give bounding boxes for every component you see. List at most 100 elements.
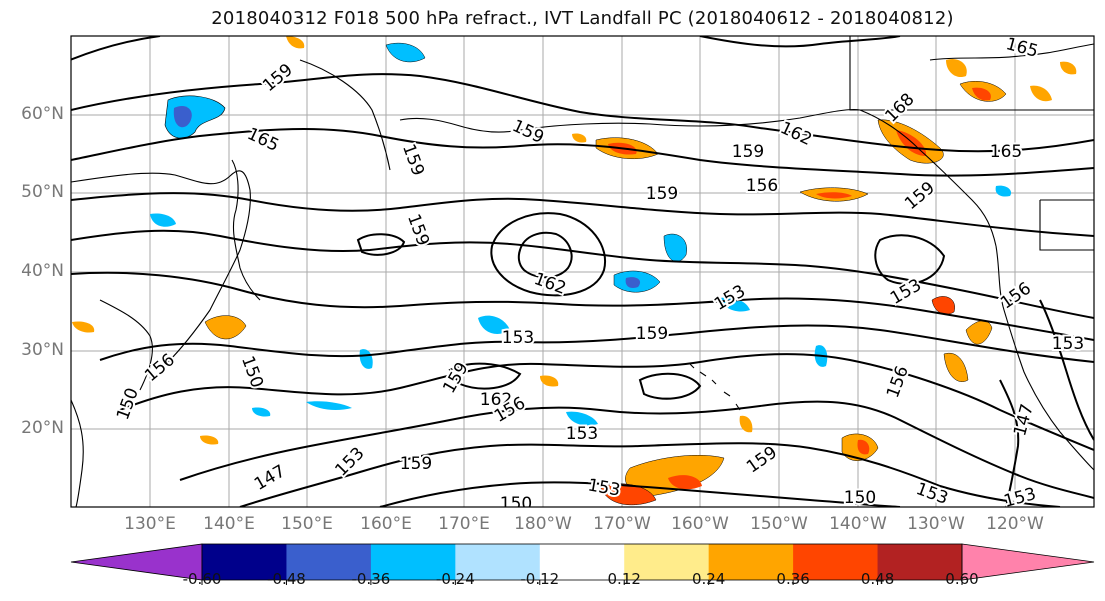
- positive-patch: [972, 87, 991, 101]
- negative-patch: [995, 185, 1012, 197]
- contour-label: 162: [480, 390, 512, 410]
- colorbar-segment: [370, 544, 456, 580]
- contour-label: 150: [500, 494, 532, 514]
- map-frame: [70, 35, 1095, 508]
- colorbar: [70, 543, 1095, 585]
- colorbar-tick-label: 0.60: [945, 570, 979, 588]
- negative-patch: [478, 315, 510, 334]
- contour-line: [71, 271, 1094, 341]
- longitude-label: 160°E: [360, 514, 412, 534]
- colorbar-tick-label: -0.60: [182, 570, 222, 588]
- contour-line: [490, 212, 607, 297]
- latitude-label: 40°N: [21, 261, 64, 281]
- contour-line: [99, 324, 1094, 363]
- coastline: [299, 59, 391, 171]
- longitude-label: 140°E: [203, 514, 255, 534]
- colorbar-tick-label: -0.12: [520, 570, 560, 588]
- longitude-label: 180°W: [514, 514, 572, 534]
- positive-patch: [204, 315, 247, 340]
- colorbar-segment: [877, 544, 963, 580]
- positive-patch: [200, 435, 219, 445]
- colorbar-outline: [201, 543, 963, 581]
- positive-patch: [668, 475, 702, 490]
- coastline: [399, 117, 521, 133]
- contour-label: 153: [502, 328, 534, 348]
- contour-label: 159: [636, 324, 668, 344]
- contour-label: 153: [566, 424, 598, 444]
- contour-line: [356, 233, 406, 256]
- negative-patch: [625, 277, 641, 288]
- negative-patch: [150, 213, 176, 227]
- contour-line: [517, 231, 573, 279]
- positive-patch: [540, 375, 559, 387]
- positive-patch: [1060, 61, 1077, 75]
- longitude-label: 150°W: [750, 514, 808, 534]
- positive-patch: [896, 130, 927, 156]
- colorbar-tick-label: 0.12: [607, 570, 641, 588]
- longitude-label: 120°W: [986, 514, 1044, 534]
- coastline: [99, 299, 153, 391]
- contour-line: [874, 234, 946, 285]
- contour-line: [448, 362, 522, 390]
- positive-patch: [816, 192, 852, 199]
- contour-label: 165: [990, 142, 1022, 162]
- contour-line: [638, 372, 702, 400]
- negative-patch: [385, 42, 426, 63]
- positive-patch: [572, 133, 587, 143]
- graticule: [71, 36, 1094, 507]
- colorbar-tick-label: 0.48: [860, 570, 895, 588]
- contour-label: 159: [732, 142, 764, 162]
- longitude-label: 130°W: [907, 514, 965, 534]
- longitude-label: 170°W: [593, 514, 651, 534]
- colorbar-segment: [455, 544, 541, 580]
- colorbar-segment: [539, 544, 625, 580]
- latitude-label: 30°N: [21, 340, 64, 360]
- contour-label: 159: [646, 184, 678, 204]
- contour-line: [71, 229, 1094, 319]
- colorbar-segment: [286, 544, 372, 580]
- positive-patch: [286, 36, 305, 49]
- contour-label: 153: [1052, 334, 1084, 354]
- colorbar-segment: [202, 544, 287, 580]
- coastline: [1039, 199, 1094, 251]
- contour-line: [71, 128, 1094, 177]
- contour-line: [119, 353, 1094, 451]
- contour-line: [71, 73, 1094, 153]
- negative-patch: [359, 349, 373, 369]
- colorbar-tick-label: 0.36: [776, 570, 810, 588]
- contour-line: [71, 36, 161, 61]
- positive-patch: [965, 320, 993, 345]
- colorbar-tick-label: -0.24: [435, 570, 475, 588]
- coastline: [519, 108, 861, 131]
- latitude-label: 20°N: [21, 418, 64, 438]
- height-contours: [71, 36, 1094, 507]
- negative-patch: [173, 105, 192, 128]
- contour-line: [379, 481, 901, 507]
- colorbar-segment: [708, 544, 794, 580]
- coastline: [1059, 431, 1094, 471]
- longitude-label: 140°W: [829, 514, 887, 534]
- colorbar-segment: [624, 544, 710, 580]
- positive-patch: [946, 58, 967, 78]
- shaded-anomaly-patches: [72, 36, 1077, 506]
- colorbar-segment: [793, 544, 879, 580]
- longitude-label: 150°E: [281, 514, 333, 534]
- contour-label: 156: [746, 176, 778, 196]
- colorbar-tick-label: -0.36: [351, 570, 391, 588]
- latitude-label: 60°N: [21, 104, 64, 124]
- contour-label: 150: [844, 488, 876, 508]
- map-title: 2018040312 F018 500 hPa refract., IVT La…: [211, 8, 954, 29]
- coastline: [71, 170, 251, 363]
- longitude-label: 160°W: [671, 514, 729, 534]
- negative-patch: [663, 233, 687, 262]
- coastline: [859, 109, 997, 247]
- contour-line: [179, 400, 1094, 499]
- coastline: [71, 399, 84, 507]
- contour-label: 159: [400, 454, 432, 474]
- longitude-label: 130°E: [124, 514, 176, 534]
- negative-patch: [252, 407, 271, 417]
- latitude-label: 50°N: [21, 182, 64, 202]
- contour-line: [699, 36, 901, 48]
- positive-patch: [72, 321, 95, 333]
